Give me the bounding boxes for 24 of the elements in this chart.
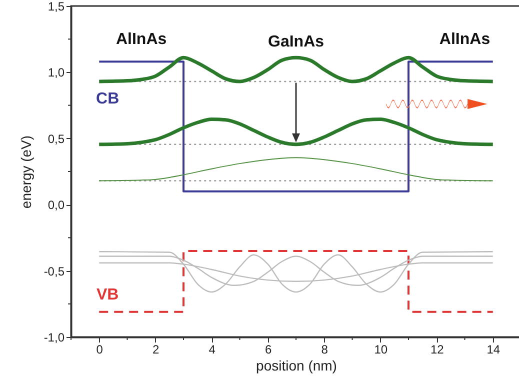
x-tick-label: 12 (430, 342, 444, 356)
y-tick-label: 0,5 (48, 132, 65, 146)
x-tick-label: 0 (96, 342, 104, 356)
y-tick-label: 1,5 (48, 0, 65, 14)
x-tick-label: 8 (321, 342, 328, 356)
x-tick-label: 14 (486, 342, 500, 356)
y-axis-title: energy (eV) (18, 135, 34, 209)
annotation: VB (96, 286, 119, 304)
line-series (98, 157, 494, 182)
line-series (97, 117, 495, 146)
y-tick-label: 0,0 (48, 198, 65, 212)
line-series (97, 56, 495, 84)
x-axis-title: position (nm) (256, 358, 337, 374)
annotation: AlInAs (116, 31, 167, 48)
x-tick-label: 10 (374, 342, 388, 356)
x-tick-label: 6 (265, 342, 272, 356)
y-tick-label: -1,0 (44, 330, 65, 344)
annotation: CB (96, 90, 120, 108)
x-tick-label: 2 (152, 342, 160, 356)
annotation: AlInAs (439, 31, 490, 48)
x-tick-label: 4 (208, 342, 216, 356)
y-tick-label: 1,0 (48, 66, 65, 80)
annotation: GaInAs (268, 34, 324, 51)
y-tick-label: -0,5 (44, 264, 65, 278)
